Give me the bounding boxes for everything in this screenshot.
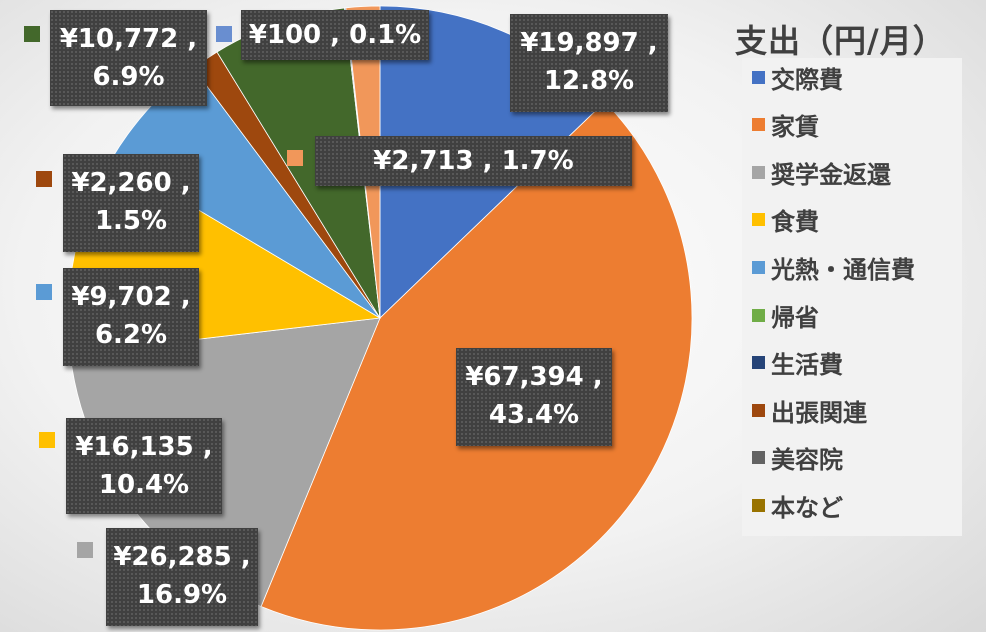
data-label-key	[287, 150, 303, 166]
legend-label: 生活費	[771, 351, 843, 380]
data-label: ¥19,897 , 12.8%	[510, 14, 668, 112]
legend-item: 食費	[752, 205, 819, 237]
legend-item: 帰省	[752, 300, 819, 332]
legend-item: 美容院	[752, 443, 843, 475]
legend-item: 出張関連	[752, 395, 867, 427]
data-label: ¥2,260 , 1.5%	[63, 154, 199, 252]
legend-swatch	[752, 260, 765, 274]
legend-label: 光熱・通信費	[771, 255, 915, 284]
data-label: ¥10,772 , 6.9%	[50, 10, 207, 106]
data-label-key	[77, 542, 93, 558]
data-label: ¥16,135 , 10.4%	[66, 418, 222, 514]
chart-title: 支出（円/月）	[735, 22, 946, 60]
data-label: ¥26,285 , 16.9%	[106, 528, 258, 626]
legend-swatch	[752, 451, 765, 465]
legend-label: 美容院	[771, 446, 843, 475]
legend-label: 奨学金返還	[771, 160, 891, 189]
data-label-key	[36, 284, 52, 300]
legend-label: 出張関連	[771, 398, 867, 427]
legend: 交際費家賃奨学金返還食費光熱・通信費 帰省生活費出張関連美容院本など	[742, 58, 962, 536]
legend-label: 食費	[771, 208, 819, 237]
data-label: ¥9,702 , 6.2%	[63, 268, 199, 366]
legend-swatch	[752, 403, 765, 417]
legend-item: 光熱・通信費	[752, 252, 915, 284]
data-label: ¥67,394 , 43.4%	[456, 348, 612, 446]
data-label-key	[24, 26, 40, 42]
legend-item: 生活費	[752, 348, 843, 380]
legend-item: 本など	[752, 490, 843, 522]
legend-swatch	[752, 118, 765, 132]
legend-swatch	[752, 498, 765, 512]
legend-label: 家賃	[771, 113, 819, 142]
data-label: ¥2,713 , 1.7%	[315, 136, 632, 186]
legend-item: 交際費	[752, 62, 843, 94]
data-label: ¥100 , 0.1%	[241, 10, 429, 60]
legend-swatch	[752, 308, 765, 322]
data-label-key	[39, 432, 55, 448]
legend-label: 交際費	[771, 65, 843, 94]
legend-swatch	[752, 70, 765, 84]
legend-item: 奨学金返還	[752, 157, 891, 189]
legend-label: 帰省	[771, 303, 819, 332]
data-label-key	[216, 26, 232, 42]
legend-swatch	[752, 356, 765, 370]
legend-swatch	[752, 165, 765, 179]
data-label-key	[36, 171, 52, 187]
legend-label: 本など	[771, 493, 843, 522]
legend-item: 家賃	[752, 110, 819, 142]
legend-swatch	[752, 213, 765, 227]
